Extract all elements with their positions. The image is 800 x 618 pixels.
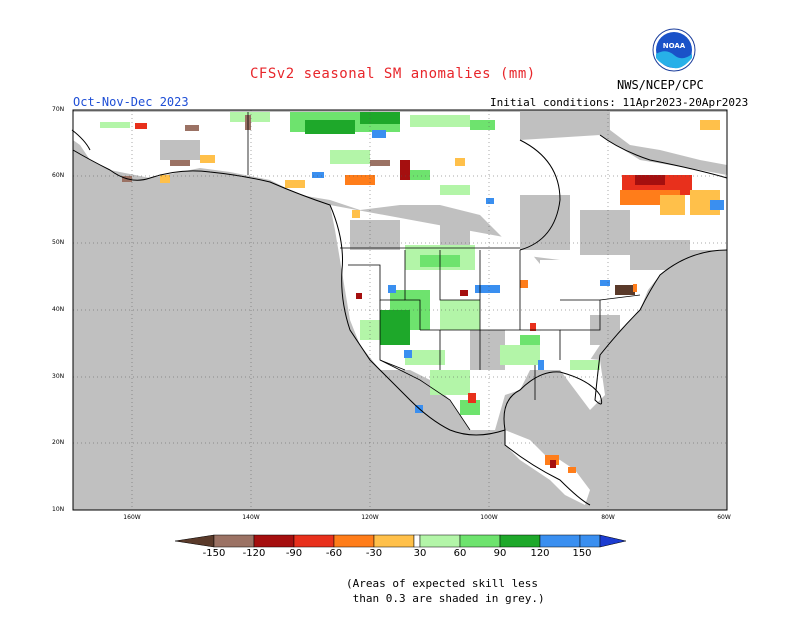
colorbar-label: 30 (413, 548, 427, 559)
graticule (73, 110, 727, 510)
colorbar (174, 534, 627, 548)
map-frame (72, 109, 728, 511)
colorbar-label: 150 (572, 548, 592, 559)
lon-label: 160W (123, 514, 141, 521)
lon-label: 100W (480, 514, 498, 521)
colorbar-max-arrow (599, 534, 627, 548)
lat-label: 10N (52, 506, 65, 513)
central-america (505, 430, 590, 505)
initial-conditions: Initial conditions: 11Apr2023-20Apr2023 (490, 96, 749, 109)
lon-label: 140W (242, 514, 260, 521)
lat-label: 60N (52, 172, 65, 179)
colorbar-label: -150 (202, 548, 226, 559)
noaa-logo: NOAA (652, 28, 696, 72)
lat-label: 40N (52, 306, 65, 313)
lon-label: 80W (601, 514, 615, 521)
colorbar-label: 120 (530, 548, 550, 559)
lat-label: 20N (52, 439, 65, 446)
lon-label: 120W (361, 514, 379, 521)
colorbar-label: -30 (365, 548, 383, 559)
colorbar-label: -60 (325, 548, 343, 559)
colorbar-label: -90 (285, 548, 303, 559)
colorbar-label: 60 (453, 548, 467, 559)
agency-label: NWS/NCEP/CPC (617, 78, 704, 92)
forecast-period: Oct-Nov-Dec 2023 (73, 95, 189, 109)
lat-label: 30N (52, 373, 65, 380)
political-boundaries (247, 112, 641, 431)
low-skill-patches (160, 140, 690, 425)
coastlines (71, 129, 728, 506)
colorbar-label: -120 (242, 548, 266, 559)
map-title: CFSv2 seasonal SM anomalies (mm) (250, 66, 536, 82)
skill-note: (Areas of expected skill less than 0.3 a… (346, 577, 545, 605)
colorbar-label: 90 (493, 548, 507, 559)
colorbar-min-arrow (174, 534, 215, 548)
caribbean-islands (590, 435, 664, 450)
lat-label: 70N (52, 106, 65, 113)
logo-text: NOAA (663, 42, 686, 50)
lon-label: 60W (717, 514, 731, 521)
lat-label: 50N (52, 239, 65, 246)
